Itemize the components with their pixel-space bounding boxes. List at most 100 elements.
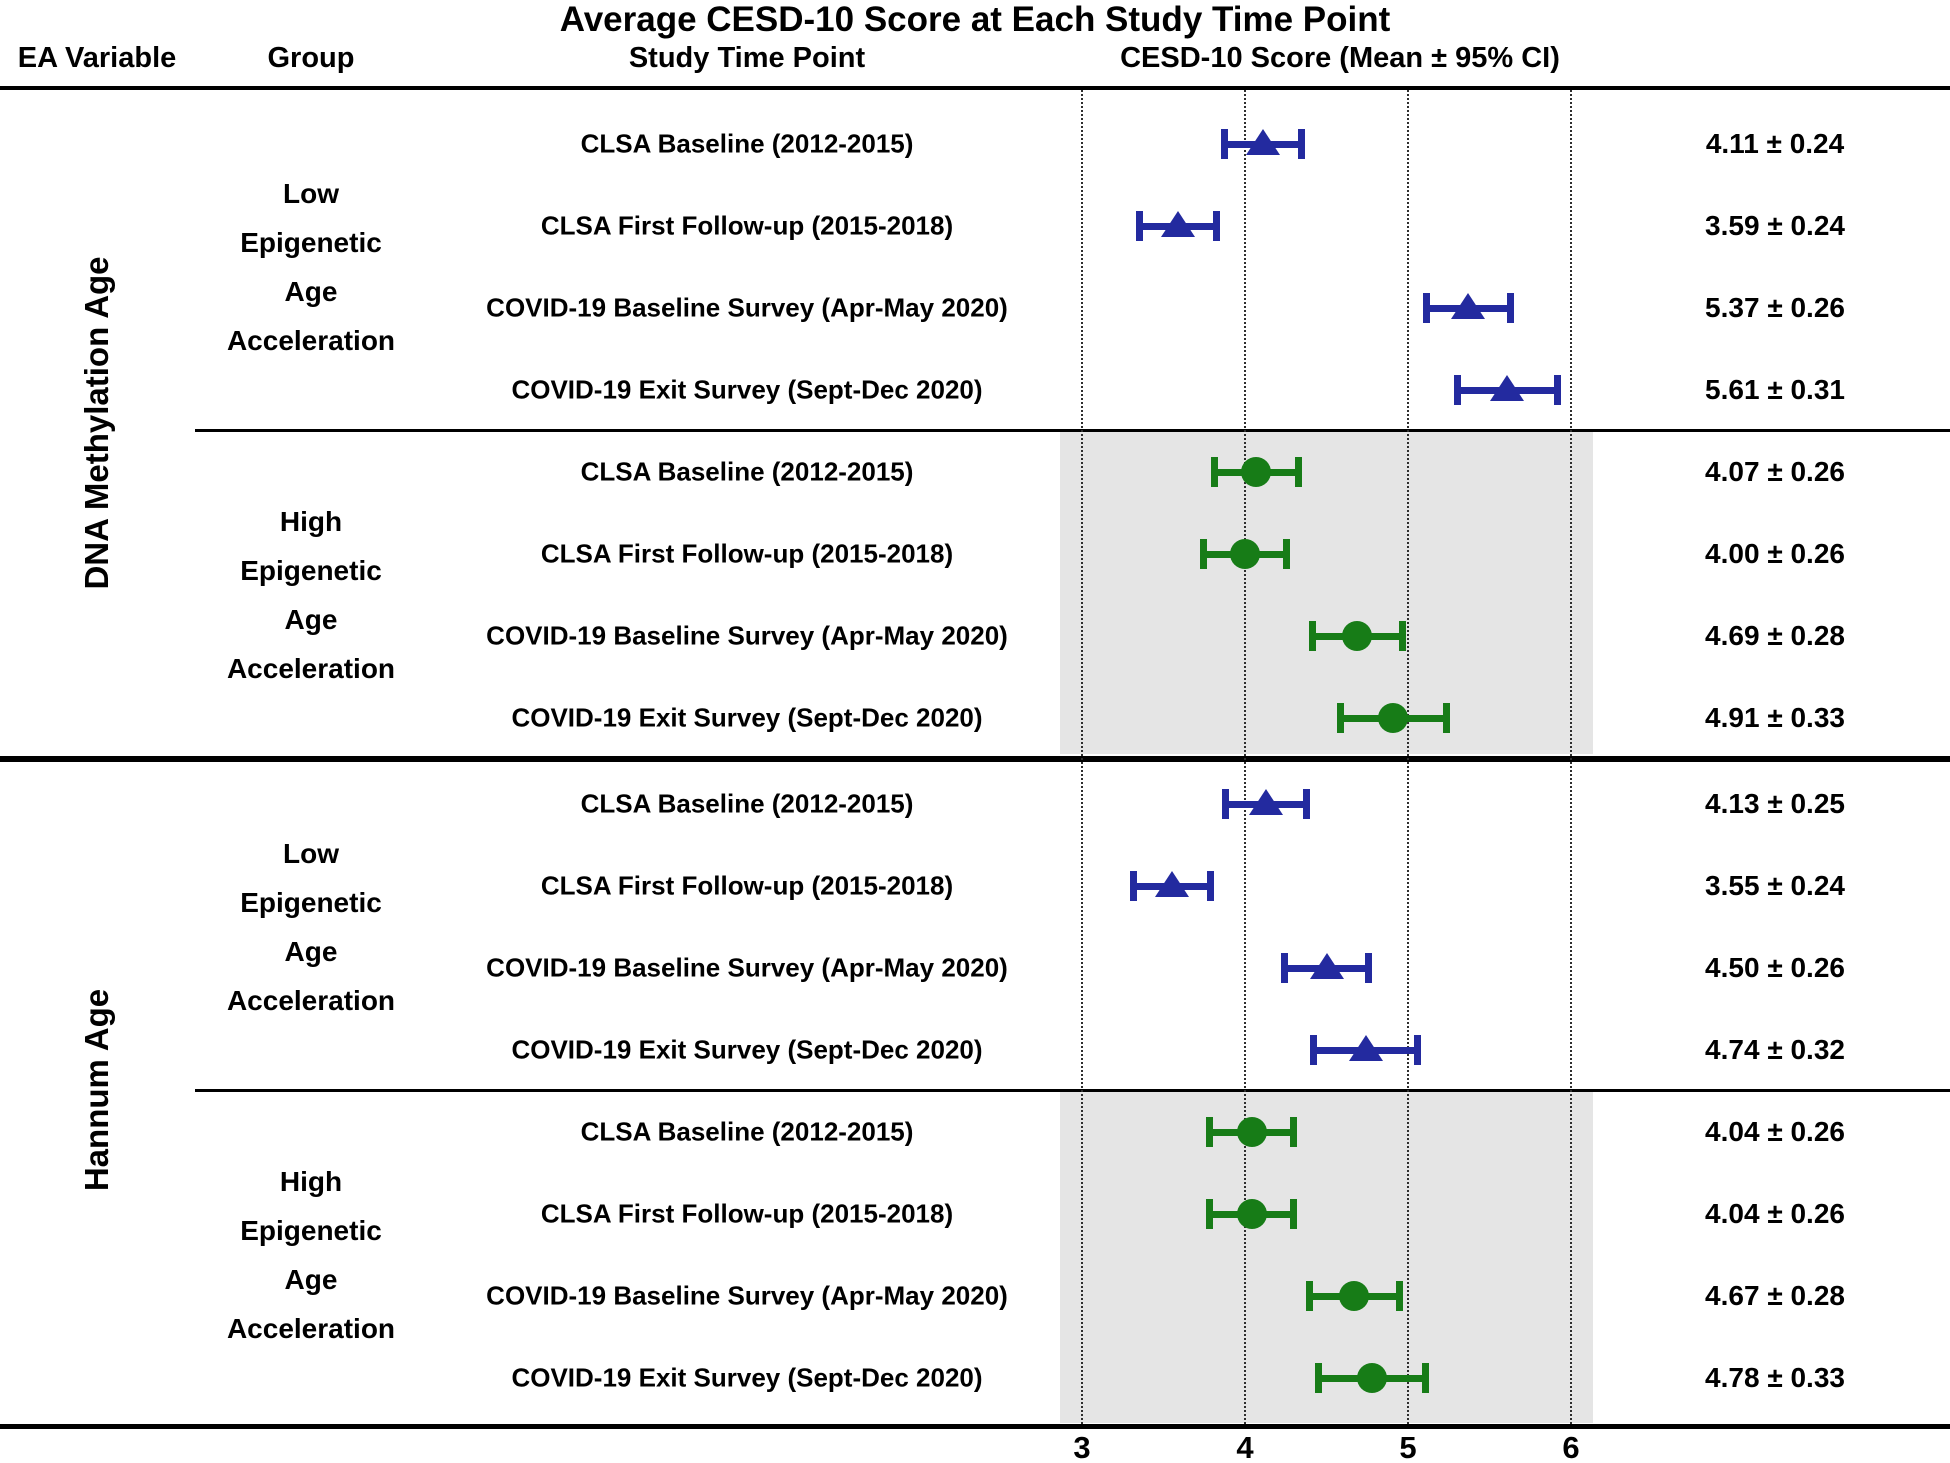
group-label-line: High	[279, 505, 343, 537]
mean-marker-circle	[1339, 1281, 1370, 1311]
mean-ci-value: 4.50 ± 0.26	[1705, 952, 1845, 983]
ci-error-bar-cap-right	[1298, 129, 1306, 159]
x-axis-line	[0, 1424, 1950, 1429]
mean-marker-circle	[1342, 621, 1373, 651]
mean-marker-circle	[1236, 1199, 1267, 1229]
ci-error-bar-cap-right	[1506, 293, 1514, 323]
x-tick-label: 5	[1399, 1430, 1417, 1463]
shaded-band-high-group	[1060, 1092, 1593, 1423]
ci-error-bar-cap-right	[1283, 539, 1291, 569]
ci-error-bar-cap-right	[1289, 1199, 1297, 1229]
ea-variable-label: Hannum Age	[78, 988, 115, 1192]
mean-marker-circle	[1230, 539, 1260, 569]
ci-error-bar-cap-right	[1213, 211, 1221, 241]
shaded-band-high-group	[1060, 432, 1593, 754]
mean-ci-value: 4.67 ± 0.28	[1705, 1280, 1845, 1311]
mean-ci-value: 4.13 ± 0.25	[1705, 788, 1845, 819]
mean-marker-triangle	[1161, 211, 1196, 237]
ci-error-bar-cap-left	[1336, 703, 1344, 733]
ci-error-bar-cap-right	[1399, 621, 1407, 651]
x-tick-label: 3	[1073, 1430, 1091, 1463]
ci-error-bar-cap-right	[1302, 789, 1310, 819]
x-gridline	[1244, 90, 1246, 1424]
time-point-label: CLSA Baseline (2012-2015)	[580, 788, 914, 819]
group-label-line: Acceleration	[226, 652, 396, 684]
mean-ci-value: 4.78 ± 0.33	[1705, 1362, 1845, 1393]
x-tick-label: 6	[1562, 1430, 1580, 1463]
ci-error-bar-cap-right	[1443, 703, 1451, 733]
ci-error-bar-cap-right	[1206, 871, 1214, 901]
ci-error-bar-cap-left	[1206, 1117, 1214, 1147]
x-gridline	[1407, 90, 1409, 1424]
ci-error-bar-cap-left	[1206, 1199, 1214, 1229]
low-high-divider	[195, 429, 1950, 432]
group-label-line: Acceleration	[226, 1312, 396, 1344]
column-header-group: Group	[267, 42, 355, 74]
x-gridline	[1081, 90, 1083, 1424]
ci-error-bar-cap-left	[1453, 375, 1461, 405]
ci-error-bar-cap-right	[1421, 1363, 1429, 1393]
ci-error-bar-cap-left	[1308, 621, 1316, 651]
mean-ci-value: 3.59 ± 0.24	[1705, 210, 1845, 241]
ci-error-bar-cap-left	[1422, 293, 1430, 323]
ci-error-bar-cap-left	[1315, 1363, 1323, 1393]
group-label-line: Epigenetic	[240, 1214, 382, 1246]
mean-marker-circle	[1241, 457, 1272, 487]
ci-error-bar-cap-right	[1294, 457, 1302, 487]
ci-error-bar-cap-left	[1211, 457, 1219, 487]
mean-ci-value: 4.91 ± 0.33	[1705, 702, 1845, 733]
ci-error-bar-cap-right	[1395, 1281, 1403, 1311]
ci-error-bar-cap-right	[1364, 953, 1372, 983]
time-point-label: CLSA First Follow-up (2015-2018)	[540, 870, 954, 901]
column-header-time-point: Study Time Point	[628, 42, 866, 74]
time-point-label: CLSA First Follow-up (2015-2018)	[540, 538, 954, 569]
group-label-line: Epigenetic	[240, 226, 382, 258]
mean-ci-value: 4.07 ± 0.26	[1705, 456, 1845, 487]
mean-marker-triangle	[1490, 375, 1525, 401]
mean-ci-value: 4.69 ± 0.28	[1705, 620, 1845, 651]
mean-ci-value: 3.55 ± 0.24	[1705, 870, 1845, 901]
time-point-label: COVID-19 Exit Survey (Sept-Dec 2020)	[511, 374, 983, 405]
time-point-label: CLSA Baseline (2012-2015)	[580, 1116, 914, 1147]
time-point-label: CLSA First Follow-up (2015-2018)	[540, 210, 954, 241]
mean-marker-triangle	[1348, 1035, 1383, 1061]
mean-ci-value: 4.11 ± 0.24	[1705, 128, 1845, 159]
mean-ci-value: 5.61 ± 0.31	[1705, 374, 1845, 405]
x-tick-label: 4	[1236, 1430, 1254, 1463]
mean-marker-triangle	[1309, 953, 1344, 979]
mean-marker-circle	[1236, 1117, 1267, 1147]
mean-marker-triangle	[1245, 129, 1280, 155]
column-header-ea-variable: EA Variable	[17, 42, 177, 74]
time-point-label: COVID-19 Baseline Survey (Apr-May 2020)	[486, 1280, 1008, 1311]
x-gridline	[1570, 90, 1572, 1424]
ci-error-bar-cap-right	[1289, 1117, 1297, 1147]
time-point-label: CLSA Baseline (2012-2015)	[580, 128, 914, 159]
ci-error-bar-cap-left	[1281, 953, 1289, 983]
time-point-label: COVID-19 Baseline Survey (Apr-May 2020)	[486, 292, 1008, 323]
ci-error-bar-cap-left	[1136, 211, 1144, 241]
group-label-line: Age	[284, 1263, 338, 1295]
header-underline	[0, 86, 1950, 90]
low-high-divider	[195, 1089, 1950, 1092]
group-label-line: Age	[284, 275, 338, 307]
mean-ci-value: 4.74 ± 0.32	[1705, 1034, 1845, 1065]
mean-marker-triangle	[1249, 789, 1284, 815]
group-label-line: High	[279, 1165, 343, 1197]
time-point-label: COVID-19 Baseline Survey (Apr-May 2020)	[486, 620, 1008, 651]
ci-error-bar-cap-right	[1413, 1035, 1421, 1065]
ci-error-bar-cap-left	[1222, 789, 1230, 819]
ci-error-bar-cap-left	[1310, 1035, 1318, 1065]
mean-marker-triangle	[1154, 871, 1189, 897]
mean-ci-value: 4.04 ± 0.26	[1705, 1116, 1845, 1147]
mean-ci-value: 4.00 ± 0.26	[1705, 538, 1845, 569]
group-label-line: Low	[283, 177, 339, 209]
time-point-label: CLSA First Follow-up (2015-2018)	[540, 1198, 954, 1229]
group-label-line: Epigenetic	[240, 886, 382, 918]
time-point-label: COVID-19 Exit Survey (Sept-Dec 2020)	[511, 1034, 983, 1065]
mean-marker-circle	[1378, 703, 1409, 733]
group-label-line: Acceleration	[226, 324, 396, 356]
mean-ci-value: 4.04 ± 0.26	[1705, 1198, 1845, 1229]
ci-error-bar-cap-left	[1199, 539, 1207, 569]
ci-error-bar-cap-left	[1220, 129, 1228, 159]
